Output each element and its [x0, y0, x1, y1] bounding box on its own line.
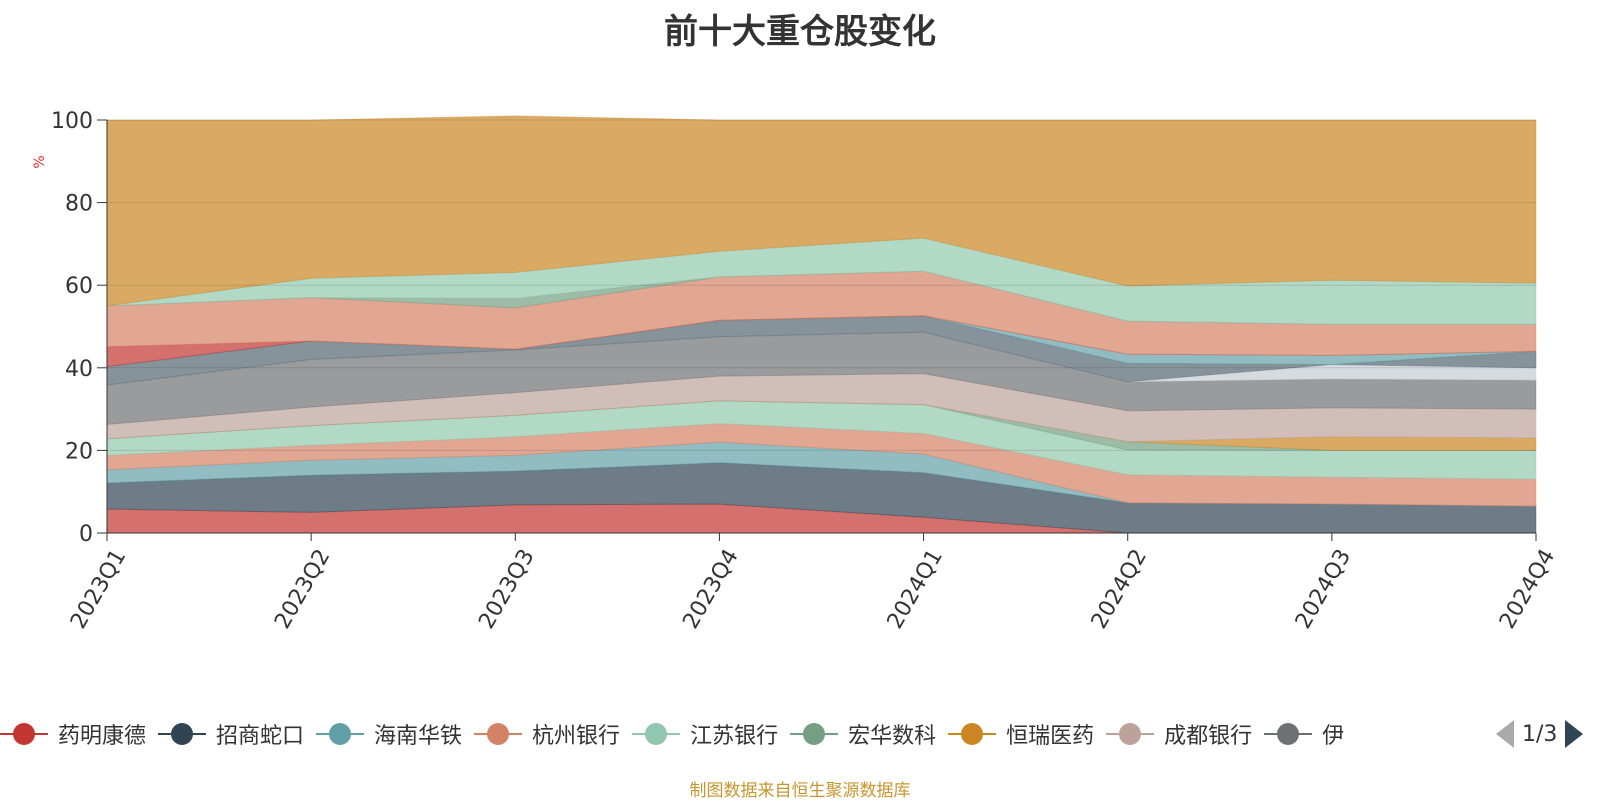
legend-marker-icon [1106, 721, 1155, 747]
legend-label: 招商蛇口 [216, 724, 305, 749]
legend-marker-icon [158, 721, 207, 747]
legend-pager: 1/3 [1496, 716, 1584, 752]
x-tick-label: 2023Q4 [678, 545, 743, 633]
legend-label: 江苏银行 [690, 724, 779, 749]
chart-area: 0 20 40 60 80 100 2023Q1 2023Q2 2023Q3 2023Q4 2024… [32, 109, 1560, 633]
area-series-4[interactable] [106, 400, 1537, 480]
legend-marker-icon [316, 721, 365, 747]
y-tick-label: 100 [51, 109, 93, 134]
legend-label: 杭州银行 [532, 724, 621, 749]
legend-marker-icon [474, 721, 523, 747]
area-series-15[interactable] [106, 237, 1537, 325]
legend-item[interactable]: 成都银行 [1106, 716, 1252, 752]
legend-marker-icon [948, 721, 997, 747]
legend-label: 药明康德 [58, 724, 147, 749]
legend-item[interactable]: 杭州银行 [474, 716, 620, 752]
series-areas [106, 115, 1537, 534]
legend-item[interactable]: 宏华数科 [790, 716, 936, 752]
legend: 药明康德 招商蛇口 海南华铁 杭州银行 江苏银行 宏华数科 恒瑞医药 成都银行 伊 [0, 716, 1480, 752]
legend-next-arrow-icon[interactable] [1565, 720, 1584, 748]
legend-prev-arrow-icon[interactable] [1496, 720, 1514, 748]
legend-marker-dot [803, 723, 826, 745]
legend-item[interactable]: 海南华铁 [316, 716, 462, 752]
legend-marker-dot [645, 723, 668, 745]
x-tick-label: 2023Q3 [474, 545, 539, 633]
x-tick-label: 2024Q2 [1087, 545, 1152, 633]
y-axis-unit-label: % [32, 155, 48, 168]
legend-marker-dot [487, 723, 510, 745]
y-tick-label: 60 [65, 274, 93, 299]
chart-title: 前十大重仓股变化 [664, 12, 936, 52]
legend-marker-dot [1119, 723, 1142, 745]
x-tick-label: 2024Q4 [1495, 545, 1560, 633]
y-tick-label: 40 [65, 357, 93, 382]
legend-item[interactable]: 招商蛇口 [158, 716, 304, 752]
y-tick-label: 80 [65, 192, 93, 217]
gridlines [107, 119, 1536, 451]
x-tick-label: 2024Q3 [1291, 545, 1356, 633]
legend-marker-icon [0, 721, 48, 747]
area-series-5[interactable] [106, 400, 1536, 451]
data-source-note: 制图数据来自恒生聚源数据库 [689, 781, 911, 801]
legend-item[interactable]: 伊 [1264, 716, 1344, 752]
legend-label: 恒瑞医药 [1006, 724, 1095, 749]
legend-marker-icon [1264, 721, 1313, 747]
legend-item[interactable]: 恒瑞医药 [948, 716, 1094, 752]
legend-label: 宏华数科 [848, 724, 937, 749]
legend-marker-icon [632, 721, 681, 747]
area-series-13[interactable] [106, 270, 1537, 356]
legend-page-indicator: 1/3 [1522, 721, 1558, 747]
area-series-14[interactable] [106, 270, 1536, 325]
legend-marker-dot [1277, 723, 1300, 745]
x-tick-label: 2023Q1 [66, 545, 131, 633]
legend-marker-icon [790, 721, 839, 747]
legend-label: 海南华铁 [374, 724, 463, 749]
legend-marker-dot [13, 723, 35, 745]
legend-item[interactable]: 江苏银行 [632, 716, 778, 752]
legend-label: 伊 [1322, 724, 1345, 749]
legend-marker-dot [171, 723, 194, 745]
area-series-16[interactable] [106, 115, 1537, 307]
x-tick-label: 2023Q2 [270, 545, 335, 633]
legend-label: 成都银行 [1164, 724, 1253, 749]
legend-marker-dot [329, 723, 352, 745]
legend-item[interactable]: 药明康德 [0, 716, 146, 752]
area-series-8[interactable] [106, 331, 1537, 425]
y-tick-label: 20 [65, 439, 93, 464]
x-tick-label: 2024Q1 [883, 545, 948, 633]
y-tick-label: 0 [79, 522, 93, 547]
legend-marker-dot [961, 723, 984, 745]
